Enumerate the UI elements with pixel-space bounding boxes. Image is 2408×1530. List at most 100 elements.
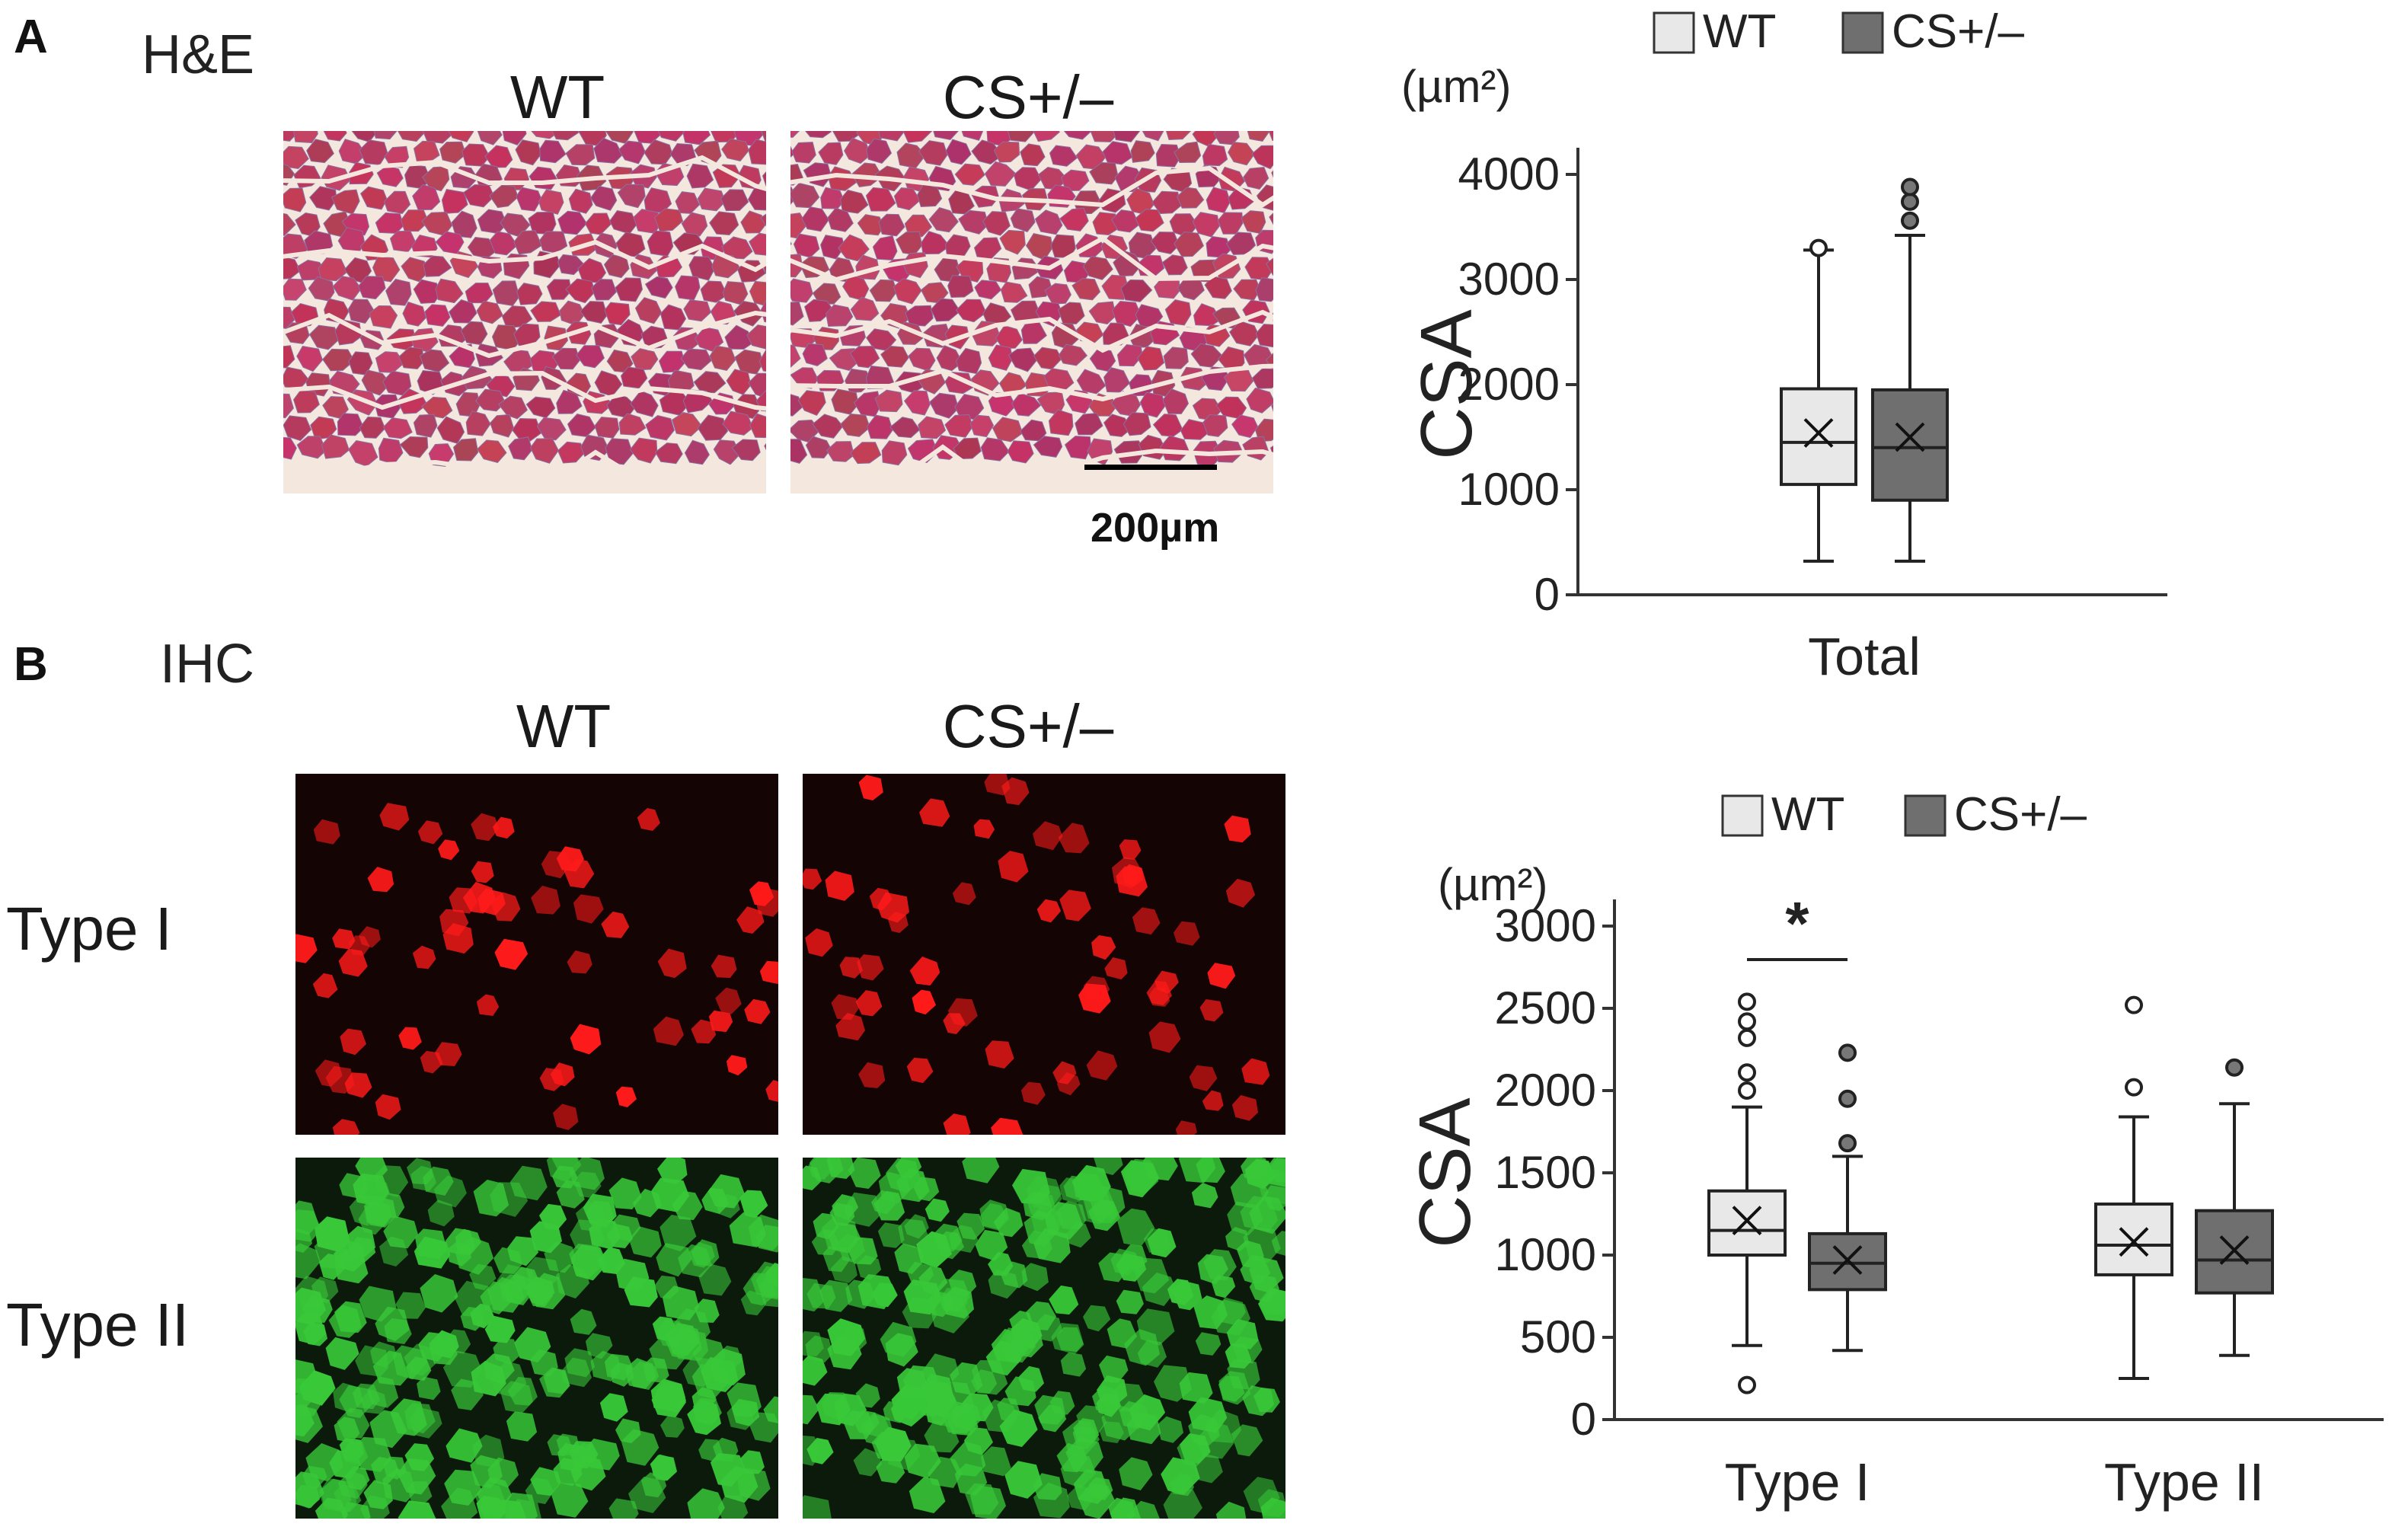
type2-fiber [1031,1206,1064,1237]
type2-fiber [506,1411,538,1442]
type2-fiber [656,1381,686,1409]
muscle-fiber [448,131,474,142]
type1-fiber [825,870,854,901]
type1-fiber [567,950,592,974]
type1-fiber [744,998,771,1024]
muscle-fiber [801,206,830,232]
muscle-fiber [513,230,542,255]
type1-wt-micrograph [295,774,778,1135]
muscle-fiber [413,279,440,304]
type1-fiber [715,987,742,1014]
type2-fiber [334,1417,360,1443]
type2-fiber [539,1203,567,1231]
legend-swatch [1904,794,1947,837]
muscle-fiber [980,437,1010,462]
muscle-fiber [790,439,808,464]
type2-fiber [1260,1497,1285,1519]
he-wt-column-label: WT [509,63,605,131]
type2-fiber [904,1443,941,1479]
muscle-fiber [947,275,974,299]
type2-fiber [490,1361,527,1397]
type1-fiber [727,1055,748,1076]
type2-wt-micrograph [295,1158,778,1519]
type2-fiber [803,1277,825,1312]
outlier-point [1738,1375,1756,1394]
muscle-fiber [435,278,464,304]
muscle-fiber [790,131,800,138]
type2-fiber [963,1427,993,1455]
type2-fiber [1056,1442,1087,1473]
type1-fiber [749,881,774,906]
muscle-fiber [747,187,766,211]
muscle-fiber [283,145,309,170]
type2-row-label: Type II [6,1291,190,1359]
muscle-fiber [283,393,294,419]
muscle-fiber [682,131,711,145]
type2-fiber [442,1350,483,1388]
muscle-fiber [865,187,896,212]
type2-fiber [444,1469,482,1506]
type2-fiber [971,1360,1008,1395]
muscle-fiber [921,231,950,255]
muscle-fiber [874,389,903,413]
type2-fiber [621,1429,659,1466]
x-category-label: Type I [1725,1452,1870,1512]
muscle-fiber [832,131,861,142]
mean-marker [1895,422,1925,452]
muscle-fiber [916,183,943,208]
muscle-fiber [401,209,430,232]
muscle-fiber [945,139,972,165]
type2-fiber [359,1286,397,1322]
type2-fiber [853,1448,882,1477]
y-tick-label: 2500 [1495,982,1596,1033]
muscle-fiber [1048,409,1074,436]
muscle-fiber [758,349,766,372]
iqr-box [1707,1189,1787,1257]
muscle-fiber [844,137,871,164]
outlier-point [1809,238,1828,257]
type1-fiber [943,1113,971,1135]
muscle-fiber [1174,141,1202,164]
muscle-fiber [722,410,753,436]
muscle-fiber [893,187,921,211]
muscle-fiber [1034,209,1063,235]
type1-fiber [887,912,909,934]
type2-fiber [1116,1289,1144,1314]
muscle-fiber [961,131,984,141]
muscle-fiber [993,141,1020,163]
type2-fiber [383,1215,419,1249]
type2-fiber [325,1337,359,1370]
muscle-fiber [1120,279,1153,302]
type2-fiber [340,1502,371,1519]
muscle-fiber [615,232,646,257]
muscle-fiber [1228,142,1256,166]
muscle-fiber [292,131,318,144]
y-tick-label: 0 [1535,569,1560,620]
type2-fiber [328,1305,362,1338]
type2-fiber [1127,1500,1160,1519]
muscle-fiber [1268,131,1273,141]
type2-fiber [1004,1376,1036,1407]
muscle-fiber [1251,145,1273,170]
type2-fiber [848,1158,881,1189]
muscle-fiber [1163,347,1189,369]
muscle-fiber [818,142,844,165]
muscle-fiber [748,139,766,165]
outlier-point [1738,1028,1756,1047]
type1-fiber [637,808,660,831]
type1-fiber [312,973,338,998]
muscle-fiber [731,439,761,462]
type1-fiber [1199,999,1224,1022]
type2-fiber [874,1426,912,1462]
type1-fiber [1104,957,1128,980]
muscle-fiber [617,184,646,209]
type2-fiber [295,1404,315,1437]
muscle-fiber [1266,257,1273,276]
type2-fiber [1009,1324,1043,1358]
type2-fiber [320,1478,352,1512]
type2-fiber [370,1341,398,1369]
type2-fiber [803,1394,819,1425]
muscle-fiber [805,436,832,459]
panel-a-label: A [14,11,48,63]
type2-fiber [315,1216,350,1253]
